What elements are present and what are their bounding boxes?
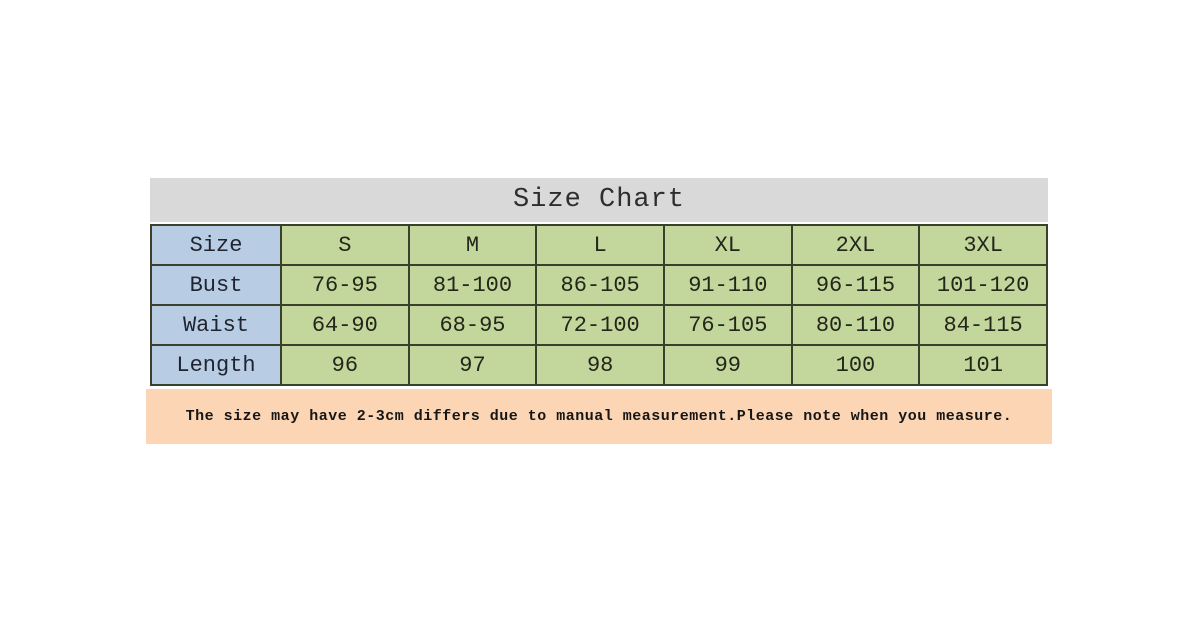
length-value-cell: 100 — [790, 344, 921, 386]
row-label-waist: Waist — [150, 304, 282, 346]
bust-value-cell: 96-115 — [790, 264, 921, 306]
column-header-2xl: 2XL — [790, 224, 921, 266]
size-chart-title: Size Chart — [512, 185, 686, 215]
measurement-note: The size may have 2-3cm differs due to m… — [185, 408, 1013, 425]
column-header-l: L — [535, 224, 665, 266]
column-header-m: M — [407, 224, 538, 266]
length-value-cell: 99 — [662, 344, 793, 386]
length-value-cell: 97 — [407, 344, 538, 386]
column-header-xl: XL — [662, 224, 793, 266]
bust-value-cell: 81-100 — [407, 264, 538, 306]
waist-value-cell: 72-100 — [535, 304, 665, 346]
column-header-3xl: 3XL — [918, 224, 1048, 266]
measurement-note-bar: The size may have 2-3cm differs due to m… — [146, 389, 1052, 444]
waist-value-cell: 76-105 — [662, 304, 793, 346]
waist-value-cell: 84-115 — [918, 304, 1048, 346]
size-chart-table: Size S M L XL 2XL 3XL Bust 76-95 81-100 … — [150, 224, 1048, 386]
column-header-s: S — [280, 224, 410, 266]
header-row: Size S M L XL 2XL 3XL — [150, 224, 1048, 266]
bust-value-cell: 76-95 — [280, 264, 410, 306]
row-label-bust: Bust — [150, 264, 282, 306]
waist-value-cell: 64-90 — [280, 304, 410, 346]
length-value-cell: 98 — [535, 344, 665, 386]
bust-value-cell: 101-120 — [918, 264, 1048, 306]
table-row-bust: Bust 76-95 81-100 86-105 91-110 96-115 1… — [150, 264, 1048, 306]
bust-value-cell: 91-110 — [662, 264, 793, 306]
table-row-length: Length 96 97 98 99 100 101 — [150, 344, 1048, 386]
header-cell-size: Size — [150, 224, 282, 266]
row-label-length: Length — [150, 344, 282, 386]
size-chart: Size Chart Size S M L XL 2XL 3XL Bust — [146, 178, 1052, 444]
waist-value-cell: 68-95 — [407, 304, 538, 346]
table-row-waist: Waist 64-90 68-95 72-100 76-105 80-110 8… — [150, 304, 1048, 346]
waist-value-cell: 80-110 — [790, 304, 921, 346]
bust-value-cell: 86-105 — [535, 264, 665, 306]
size-chart-title-bar: Size Chart — [150, 178, 1048, 222]
length-value-cell: 101 — [918, 344, 1048, 386]
length-value-cell: 96 — [280, 344, 410, 386]
